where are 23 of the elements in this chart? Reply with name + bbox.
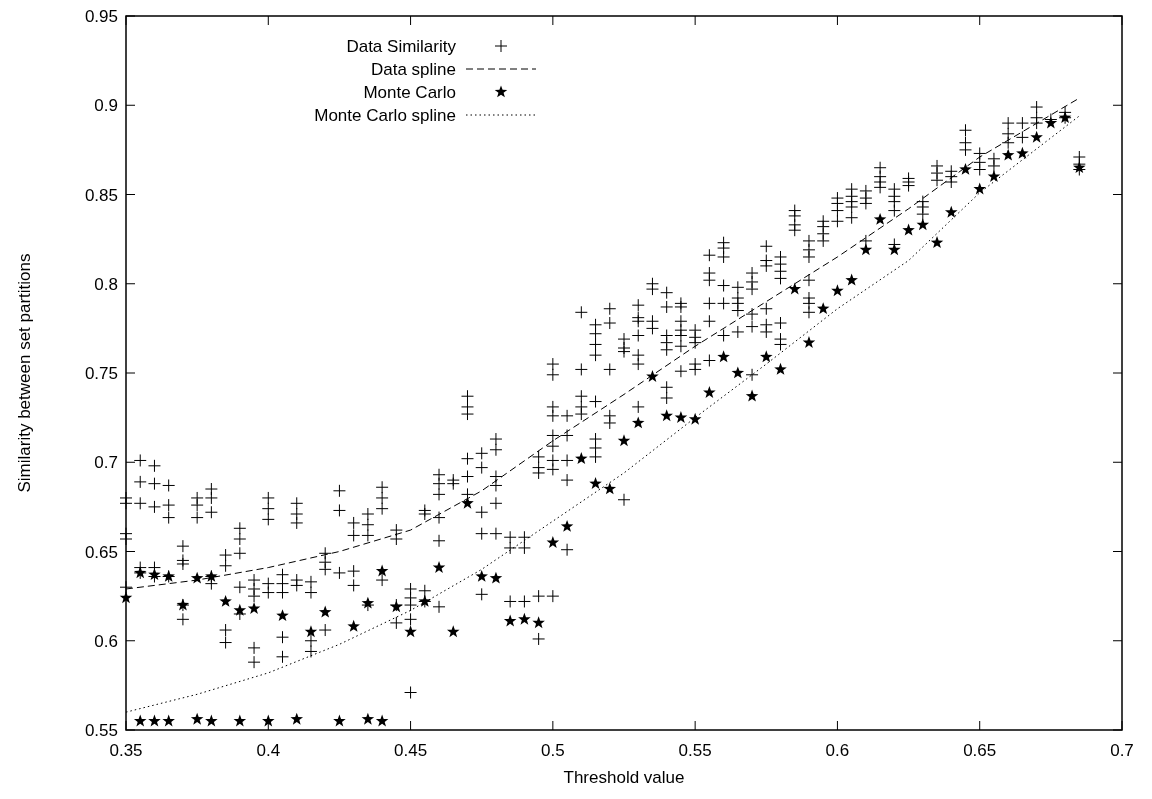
x-tick-label: 0.5 [541, 741, 565, 760]
y-tick-label: 0.8 [94, 274, 118, 294]
x-tick-label: 0.45 [394, 741, 428, 760]
y-tick-label: 0.9 [94, 96, 118, 116]
x-tick-label: 0.7 [1110, 741, 1134, 760]
y-tick-label: 0.75 [84, 364, 118, 383]
x-tick-label: 0.6 [825, 741, 850, 760]
x-tick-label: 0.4 [256, 741, 281, 760]
x-tick-label: 0.65 [963, 741, 997, 760]
legend-label: Monte Carlo spline [314, 106, 456, 125]
y-tick-label: 0.85 [84, 185, 118, 205]
legend-label: Data Similarity [346, 37, 457, 56]
legend-label: Monte Carlo [363, 83, 456, 102]
y-tick-label: 0.6 [94, 631, 118, 651]
y-tick-label: 0.55 [84, 721, 118, 740]
x-tick-label: 0.55 [678, 741, 712, 760]
y-tick-label: 0.7 [94, 453, 118, 473]
y-axis-title: Similarity between set partitions [15, 253, 34, 493]
x-axis-title: Threshold value [563, 768, 685, 787]
legend-label: Data spline [370, 60, 456, 79]
x-tick-label: 0.35 [109, 741, 143, 760]
y-tick-label: 0.95 [84, 7, 118, 26]
y-tick-label: 0.65 [84, 542, 118, 562]
